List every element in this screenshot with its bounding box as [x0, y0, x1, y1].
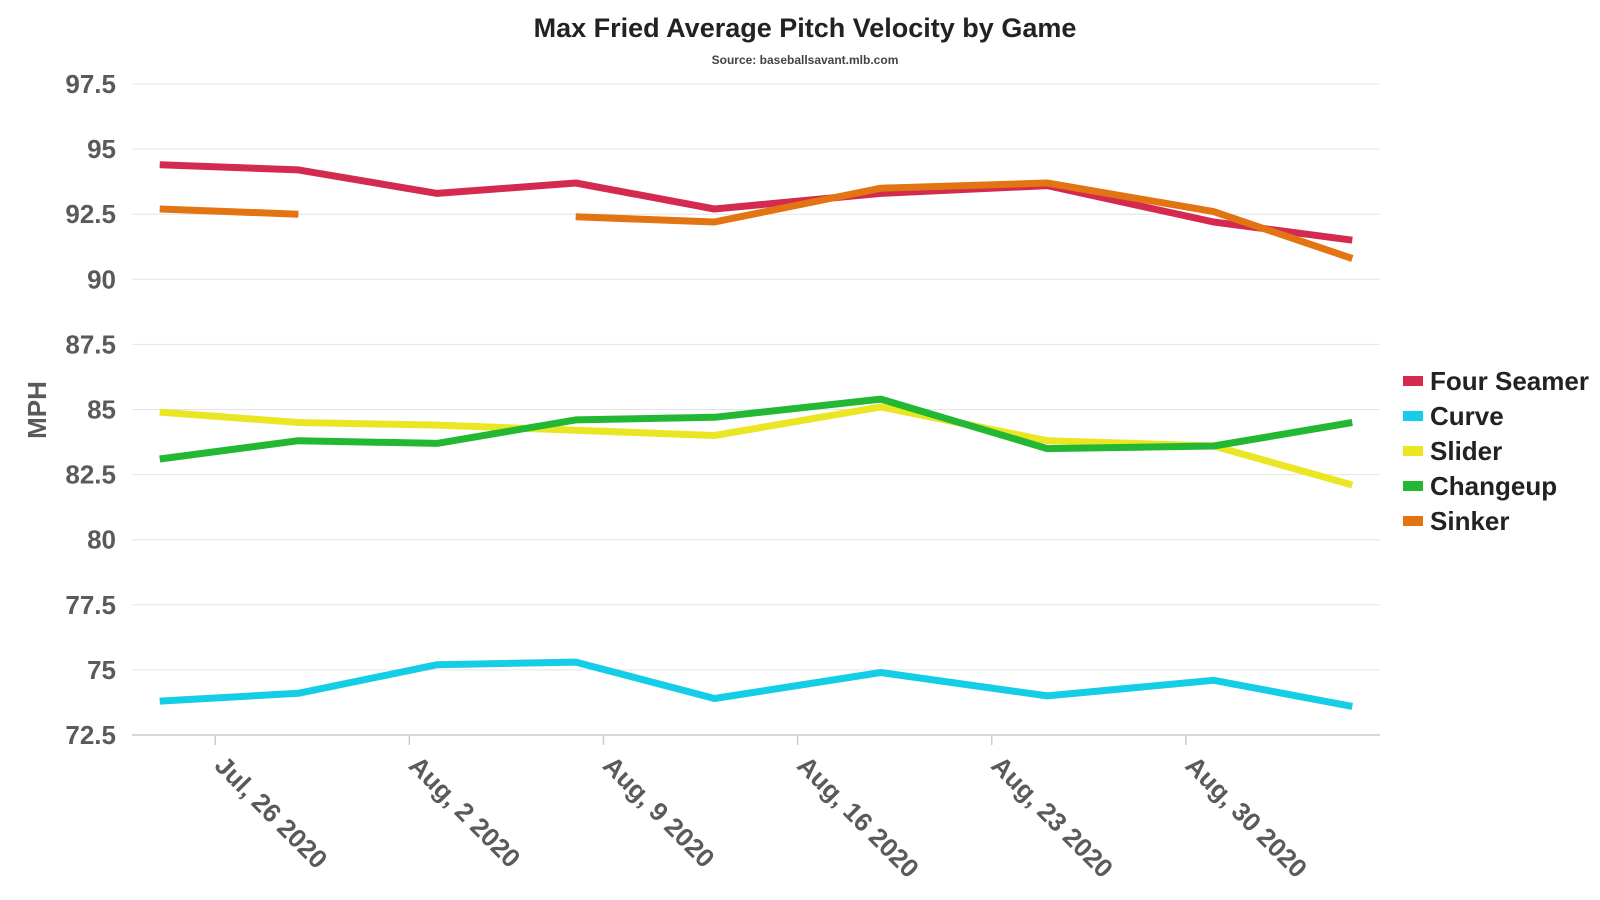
- legend-item-four-seamer: Four Seamer: [1403, 366, 1589, 396]
- legend-label: Four Seamer: [1430, 366, 1589, 396]
- series-line-sinker: [575, 179, 1354, 262]
- x-tick-label: Aug, 2 2020: [403, 750, 526, 873]
- series-line-changeup: [159, 395, 1353, 463]
- x-tick-label: Aug, 30 2020: [1180, 750, 1314, 884]
- legend-item-curve: Curve: [1403, 401, 1504, 431]
- legend-label: Slider: [1430, 436, 1502, 466]
- x-axis-ticks: Jul, 26 2020 Aug, 2 2020 Aug, 9 2020 Aug, 1…: [209, 735, 1313, 884]
- y-tick-label: 90: [87, 264, 116, 294]
- legend-item-changeup: Changeup: [1403, 471, 1557, 501]
- series-four-seamer: [159, 161, 1353, 244]
- legend-swatch: [1403, 516, 1423, 526]
- legend-label: Sinker: [1430, 506, 1510, 536]
- legend-swatch: [1403, 446, 1423, 456]
- legend-item-sinker: Sinker: [1403, 506, 1510, 536]
- y-axis-ticks: 72.5 75 77.5 80 82.5 85 87.5 90 92.5 95 97.5: [65, 69, 116, 750]
- series-line-four-seamer: [159, 161, 1353, 244]
- x-tick-label: Aug, 9 2020: [597, 750, 720, 873]
- series-curve: [159, 658, 1353, 710]
- legend: Four Seamer Curve Slider Changeup Sinker: [1403, 366, 1589, 536]
- y-tick-label: 82.5: [65, 460, 116, 490]
- legend-swatch: [1403, 481, 1423, 491]
- y-tick-label: 85: [87, 395, 116, 425]
- legend-label: Changeup: [1430, 471, 1557, 501]
- y-tick-label: 77.5: [65, 590, 116, 620]
- series-lines: [159, 161, 1354, 710]
- chart-title: Max Fried Average Pitch Velocity by Game: [534, 13, 1077, 43]
- y-tick-label: 72.5: [65, 720, 116, 750]
- legend-swatch: [1403, 411, 1423, 421]
- series-changeup: [159, 395, 1353, 463]
- series-sinker: [159, 179, 1354, 262]
- y-tick-label: 87.5: [65, 329, 116, 359]
- chart-subtitle: Source: baseballsavant.mlb.com: [712, 53, 899, 67]
- series-line-sinker: [159, 205, 299, 218]
- x-tick-label: Aug, 16 2020: [791, 750, 925, 884]
- y-tick-label: 92.5: [65, 199, 116, 229]
- legend-item-slider: Slider: [1403, 436, 1502, 466]
- legend-swatch: [1403, 376, 1423, 386]
- y-axis-label: MPH: [22, 381, 52, 439]
- y-tick-label: 75: [87, 655, 116, 685]
- y-tick-label: 97.5: [65, 69, 116, 99]
- x-tick-label: Aug, 23 2020: [985, 750, 1119, 884]
- legend-label: Curve: [1430, 401, 1504, 431]
- series-line-curve: [159, 658, 1353, 710]
- y-tick-label: 95: [87, 134, 116, 164]
- y-tick-label: 80: [87, 525, 116, 555]
- x-tick-label: Jul, 26 2020: [209, 750, 333, 874]
